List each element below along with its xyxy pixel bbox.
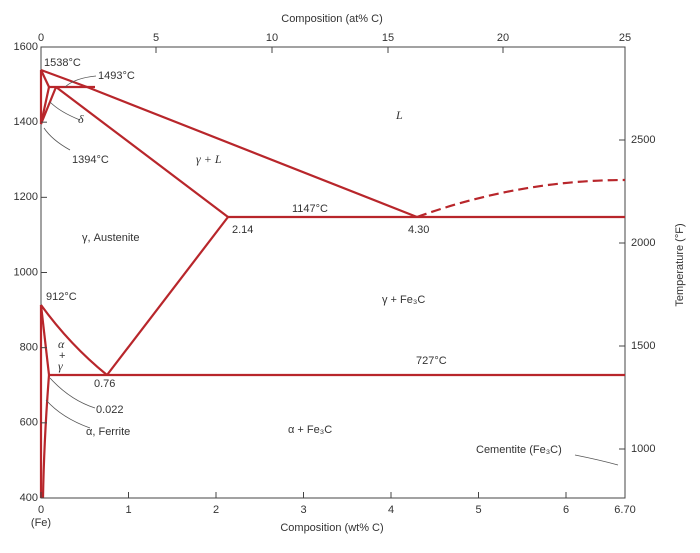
bottom-tick-label: 6: [563, 504, 569, 516]
bottom-tick-label: 4: [388, 504, 394, 516]
right-tick-label: 1000: [631, 443, 655, 455]
label: γ + Fe₃C: [382, 294, 425, 306]
label: 727°C: [416, 355, 447, 367]
label: 0.022: [96, 404, 124, 416]
label: +: [59, 350, 65, 362]
bottom-tick-label: 2: [213, 504, 219, 516]
left-tick-label: 1000: [14, 266, 38, 278]
label: 1147°C: [292, 203, 328, 215]
gamma-solidus: [55, 86, 229, 218]
liquidus: [40, 68, 418, 219]
bottom-tick-label: 0: [38, 504, 44, 516]
bottom-origin-label: (Fe): [31, 517, 51, 529]
top-tick-label: 5: [153, 32, 159, 44]
gamma-boundary: [39, 86, 58, 125]
right-tick-label: 1500: [631, 340, 655, 352]
leader: [49, 377, 96, 409]
label: 4.30: [408, 224, 429, 236]
top-tick-label: 15: [382, 32, 394, 44]
leader: [574, 454, 619, 466]
solvus-line: [41, 374, 51, 499]
label: 1493°C: [98, 70, 135, 82]
label: Cementite (Fe₃C): [476, 444, 562, 456]
top-tick-label: 25: [619, 32, 631, 44]
label: 2.14: [232, 224, 253, 236]
a3-line: [40, 304, 108, 376]
bottom-tick-label: 5: [475, 504, 481, 516]
left-tick-label: 1400: [14, 116, 38, 128]
label: α, Ferrite: [86, 426, 130, 438]
leader: [43, 127, 71, 151]
label: α: [58, 337, 65, 351]
top-tick-label: 0: [38, 32, 44, 44]
bottom-tick-label: 3: [300, 504, 306, 516]
left-tick-label: 400: [20, 492, 38, 504]
acm-line: [106, 216, 229, 376]
phase-boundaries: [39, 68, 626, 499]
right-tick-label: 2000: [631, 237, 655, 249]
bottom-axis-title: Composition (wt% C): [280, 522, 383, 534]
label: 1394°C: [72, 154, 109, 166]
top-tick-label: 20: [497, 32, 509, 44]
label: γ: [58, 359, 63, 373]
delta-solidus: [40, 69, 50, 88]
label: 912°C: [46, 291, 77, 303]
label: α + Fe₃C: [288, 424, 332, 436]
label: γ, Austenite: [82, 232, 139, 244]
ticks: 0 5 10 15 20 25 0 1 2 3 4 5 6 6.70 1600 1400 1200 1000 800…: [14, 32, 656, 516]
label: δ: [78, 112, 84, 126]
left-tick-label: 1600: [14, 41, 38, 53]
label: γ + L: [196, 152, 222, 166]
leader: [45, 399, 91, 429]
left-tick-label: 600: [20, 417, 38, 429]
bottom-tick-label: 1: [125, 504, 131, 516]
right-tick-label: 2500: [631, 134, 655, 146]
leader: [64, 75, 97, 88]
left-tick-label: 800: [20, 342, 38, 354]
label: 0.76: [94, 378, 115, 390]
bottom-tick-label: 6.70: [614, 504, 635, 516]
label: L: [395, 108, 403, 122]
right-axis-title: Temperature (°F): [674, 223, 686, 306]
top-axis-title: Composition (at% C): [281, 13, 382, 25]
alpha-gamma-line: [39, 304, 51, 376]
top-tick-label: 10: [266, 32, 278, 44]
liquidus-dashed: [416, 178, 626, 219]
left-tick-label: 1200: [14, 191, 38, 203]
leader: [49, 101, 81, 121]
leader-lines: [43, 75, 619, 466]
label: 1538°C: [44, 57, 81, 69]
